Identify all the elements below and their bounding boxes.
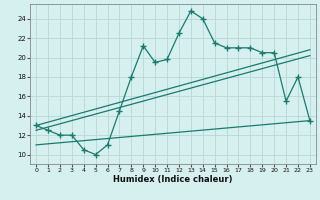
X-axis label: Humidex (Indice chaleur): Humidex (Indice chaleur) bbox=[113, 175, 233, 184]
